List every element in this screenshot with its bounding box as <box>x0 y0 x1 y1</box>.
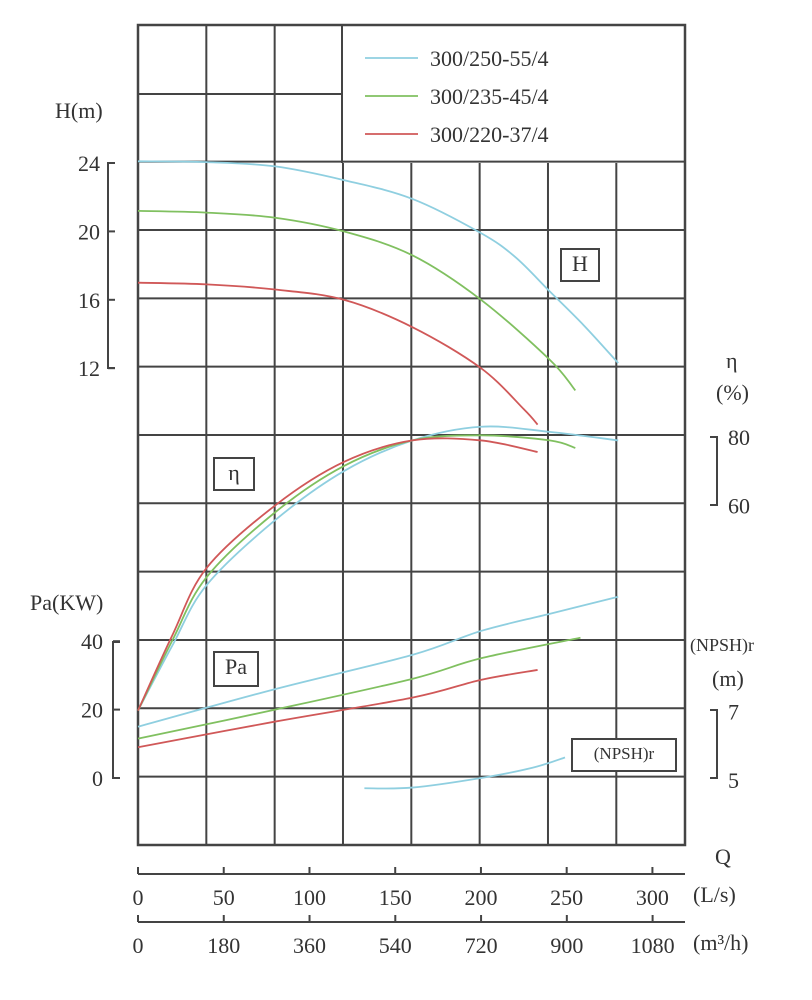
curve-npsh-1 <box>364 756 566 790</box>
x-tick-label: 250 <box>550 885 583 910</box>
curve-label-pa: Pa <box>213 651 259 687</box>
x-tick-label: 360 <box>293 933 326 958</box>
curve-pa-3 <box>137 669 538 749</box>
ls-axis-unit: (L/s) <box>693 882 736 907</box>
x-tick-label: 200 <box>464 885 497 910</box>
x-tick-label: 1080 <box>631 933 675 958</box>
x-tick-label: 180 <box>207 933 240 958</box>
curve-label-h: H <box>560 248 600 282</box>
curve-eta-1 <box>137 425 619 712</box>
m3h-axis-unit: (m³/h) <box>693 930 749 955</box>
eta-axis-title: η <box>726 348 738 373</box>
legend-entry-3: 300/220-37/4 <box>430 122 549 147</box>
x-tick-label: 150 <box>379 885 412 910</box>
curve-h-3 <box>137 281 539 426</box>
pa-tick-label: 20 <box>81 698 103 723</box>
curve-h-2 <box>137 209 577 392</box>
npsh-axis-title: (NPSH)r <box>690 635 755 655</box>
curve-pa-1 <box>137 595 619 728</box>
curve-eta-2 <box>137 434 576 711</box>
npsh-axis-bracket <box>710 709 718 779</box>
h-axis-bracket <box>107 162 115 369</box>
curves <box>137 160 619 790</box>
eta-tick-label: 60 <box>728 493 750 518</box>
h-tick-label: 16 <box>78 288 100 313</box>
x-tick-label: 0 <box>133 885 144 910</box>
eta-tick-label: 80 <box>728 425 750 450</box>
grid <box>136 23 687 847</box>
h-axis-title: H(m) <box>55 98 103 123</box>
curve-eta-3 <box>137 437 538 711</box>
q-axis-title: Q <box>715 844 731 869</box>
x-tick-label: 720 <box>465 933 498 958</box>
npsh-tick-label: 7 <box>728 700 739 725</box>
h-tick-label: 12 <box>78 356 100 381</box>
legend <box>365 57 418 135</box>
legend-entry-2: 300/235-45/4 <box>430 84 549 109</box>
npsh-axis-unit: (m) <box>712 666 744 691</box>
curve-label-npsh: (NPSH)r <box>571 738 677 772</box>
h-tick-label: 24 <box>78 151 100 176</box>
curve-h-1 <box>137 160 619 364</box>
x-tick-label: 540 <box>379 933 412 958</box>
x-tick-label: 300 <box>636 885 669 910</box>
eta-axis-bracket <box>710 436 718 506</box>
h-tick-label: 20 <box>78 219 100 244</box>
pa-tick-label: 40 <box>81 629 103 654</box>
x-tick-label: 100 <box>293 885 326 910</box>
x-tick-label: 0 <box>133 933 144 958</box>
legend-entry-1: 300/250-55/4 <box>430 46 549 71</box>
npsh-tick-label: 5 <box>728 768 739 793</box>
pa-tick-label: 0 <box>92 766 103 791</box>
curve-label-eta: η <box>213 457 255 491</box>
eta-axis-unit: (%) <box>716 380 749 405</box>
pa-axis-title: Pa(KW) <box>30 590 104 615</box>
x-tick-label: 50 <box>213 885 235 910</box>
curve-pa-2 <box>137 636 581 740</box>
x-tick-label: 900 <box>550 933 583 958</box>
